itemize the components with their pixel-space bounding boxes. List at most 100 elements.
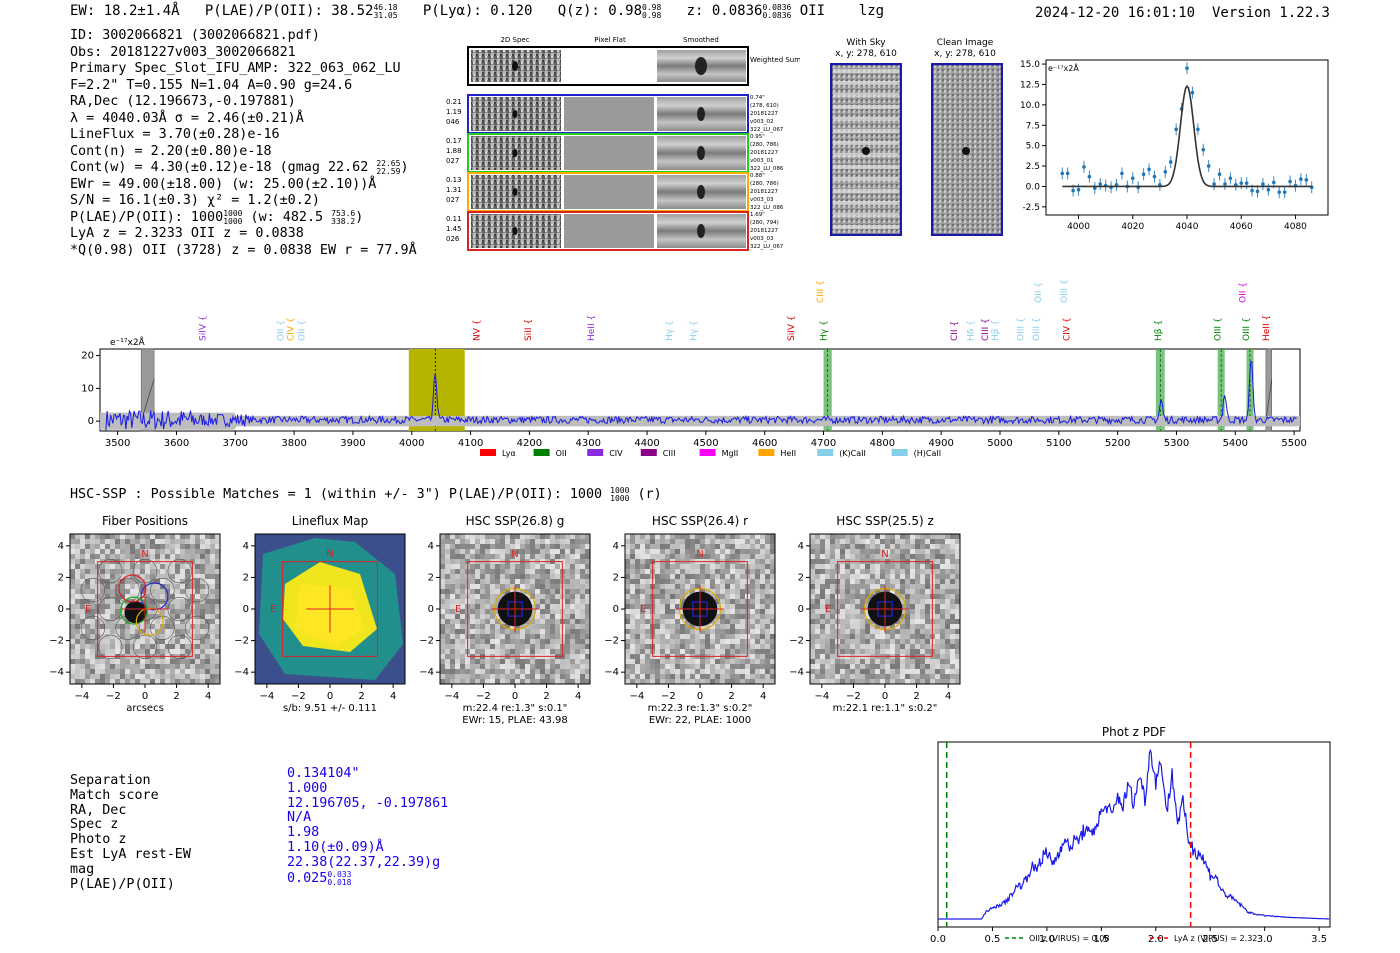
image-pixel [765,679,770,684]
image-pixel [750,579,755,584]
image-pixel [635,554,640,559]
image-pixel [175,534,180,539]
image-pixel [670,634,675,639]
image-pixel [765,619,770,624]
image-pixel [100,589,105,594]
cutout-pixel-flat [564,136,654,170]
image-pixel [830,654,835,659]
image-pixel [765,599,770,604]
image-pixel [155,619,160,624]
image-pixel [765,539,770,544]
image-pixel [535,609,540,614]
cutout-left-stat: 0.11 [446,215,462,223]
info-lya: LyA z = 2.3233 OII z = 0.0838 [70,226,304,241]
image-pixel [675,554,680,559]
image-pixel [875,539,880,544]
spectral-line-marker: CIV { [287,317,297,341]
image-pixel [845,544,850,549]
image-pixel [175,579,180,584]
image-pixel [460,674,465,679]
masked-band-hatch [1265,378,1273,422]
image-pixel [165,644,170,649]
image-pixel [120,639,125,644]
image-pixel [900,674,905,679]
image-pixel [670,659,675,664]
image-pixel [85,629,90,634]
image-pixel [925,669,930,674]
image-pixel [945,679,950,684]
image-pixel [905,679,910,684]
image-pixel [490,549,495,554]
image-pixel [505,669,510,674]
image-pixel [690,674,695,679]
image-pixel [80,634,85,639]
image-pixel [940,619,945,624]
sky-line-stripe [833,189,899,193]
image-pixel [170,609,175,614]
image-pixel [825,614,830,619]
image-pixel [585,544,590,549]
image-pixel [825,539,830,544]
image-pixel [210,549,215,554]
image-pixel [840,609,845,614]
image-pixel [460,549,465,554]
image-pixel [455,624,460,629]
image-pixel [75,644,80,649]
image-pixel [530,544,535,549]
image-pixel [640,554,645,559]
image-pixel [565,559,570,564]
image-pixel [640,584,645,589]
image-pixel [175,664,180,669]
image-pixel [820,534,825,539]
photz-xtick-label: 0.0 [930,934,946,945]
fit-data-point [1212,182,1216,186]
image-pixel [915,619,920,624]
image-pixel [80,569,85,574]
image-pixel [85,539,90,544]
image-pixel [840,584,845,589]
image-pixel [890,634,895,639]
compass-north: N [696,549,703,560]
image-pixel [895,584,900,589]
image-pixel [550,564,555,569]
image-pixel [645,619,650,624]
image-pixel [150,544,155,549]
image-pixel [440,569,445,574]
spec-cutouts: 2D Spec Pixel Flat Smoothed Weighted Sum… [446,36,800,251]
panel-ytick-label: −2 [49,636,64,647]
image-pixel [820,584,825,589]
image-pixel [115,539,120,544]
image-pixel [625,554,630,559]
image-pixel [580,544,585,549]
image-pixel [815,629,820,634]
image-pixel [855,624,860,629]
image-pixel [705,674,710,679]
image-pixel [555,664,560,669]
image-pixel [755,564,760,569]
image-pixel [210,669,215,674]
image-pixel [490,534,495,539]
spectral-line-marker: Hδ { [967,320,977,341]
image-pixel [750,559,755,564]
image-pixel [160,639,165,644]
spectrum-xtick-label: 4700 [811,438,836,449]
image-pixel [150,674,155,679]
image-pixel [885,579,890,584]
image-pixel [105,644,110,649]
image-pixel [505,579,510,584]
image-pixel [750,654,755,659]
image-pixel [545,644,550,649]
image-pixel [685,554,690,559]
image-pixel [670,609,675,614]
image-pixel [750,564,755,569]
image-pixel [885,544,890,549]
image-pixel [820,644,825,649]
image-pixel [905,629,910,634]
image-pixel [940,574,945,579]
image-pixel [505,534,510,539]
compass-east: E [640,604,646,615]
spectrum-xtick-label: 4000 [399,438,424,449]
sky-line-stripe [833,201,899,205]
image-pixel [710,624,715,629]
image-pixel [120,669,125,674]
